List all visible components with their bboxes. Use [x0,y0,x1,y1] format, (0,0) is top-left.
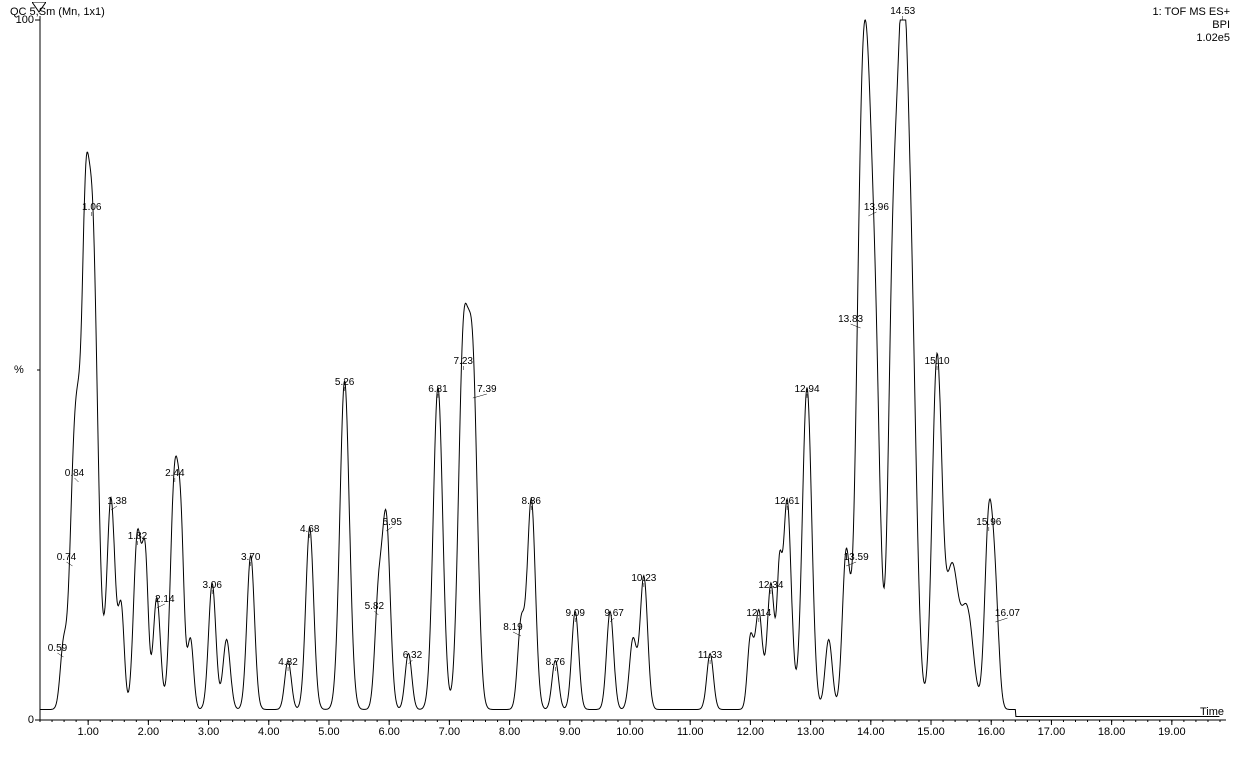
peak-label: 5.95 [382,517,401,528]
x-tick-label: 19.00 [1158,726,1186,738]
x-tick-label: 18.00 [1098,726,1126,738]
x-tick-label: 11.00 [677,726,704,738]
peak-label: 16.07 [995,608,1020,619]
peak-label: 6.81 [428,384,447,395]
peak-label: 12.14 [746,608,771,619]
peak-label: 3.06 [202,580,221,591]
peak-label: 8.76 [546,657,565,668]
trace-type: BPI [1152,19,1230,32]
peak-label: 4.32 [278,657,297,668]
peak-label: 7.39 [477,384,496,395]
x-tick-label: 6.00 [378,726,399,738]
x-tick-label: 8.00 [499,726,520,738]
x-tick-label: 1.00 [77,726,98,738]
peak-label: 15.96 [976,517,1001,528]
y-tick-label: 100 [8,14,34,26]
peak-label: 3.70 [241,552,260,563]
peak-label: 9.09 [565,608,584,619]
x-tick-label: 10.00 [616,726,644,738]
peak-label: 12.94 [794,384,819,395]
x-tick-label: 5.00 [318,726,339,738]
peak-label: 2.44 [165,468,184,479]
peak-label: 8.36 [522,496,541,507]
x-tick-label: 12.00 [737,726,765,738]
x-tick-label: 3.00 [198,726,219,738]
x-tick-label: 7.00 [439,726,460,738]
peak-label: 13.59 [844,552,869,563]
peak-label: 13.83 [838,314,863,325]
x-tick-label: 17.00 [1038,726,1066,738]
peak-label: 1.82 [128,531,147,542]
detector-info-label: 1: TOF MS ES+ BPI 1.02e5 [1152,6,1230,45]
y-axis-title: % [14,364,24,376]
y-tick-label: 0 [8,714,34,726]
x-tick-label: 15.00 [917,726,945,738]
peak-label: 2.14 [155,594,174,605]
peak-label: 15.10 [925,356,950,367]
peak-label: 5.26 [335,377,354,388]
peak-label: 9.67 [604,608,623,619]
peak-label: 12.61 [775,496,800,507]
chromatogram-plot [0,0,1240,768]
peak-label: 7.23 [454,356,473,367]
peak-label: 1.06 [82,202,101,213]
peak-label: 12.34 [758,580,783,591]
peak-label: 10.23 [631,573,656,584]
detector-mode: 1: TOF MS ES+ [1152,6,1230,19]
chromatogram-chart: QC 5,Sm (Mn, 1x1) 1: TOF MS ES+ BPI 1.02… [0,0,1240,768]
x-axis-title: Time [1200,706,1224,718]
peak-label: 1.38 [107,496,126,507]
peak-label: 0.84 [65,468,84,479]
marker-icon [32,2,46,14]
peak-label: 5.82 [365,601,384,612]
peak-label: 13.96 [864,202,889,213]
x-tick-label: 4.00 [258,726,279,738]
x-tick-label: 14.00 [857,726,885,738]
x-tick-label: 2.00 [138,726,159,738]
x-tick-label: 16.00 [977,726,1005,738]
peak-label: 8.19 [503,622,522,633]
peak-label: 6.32 [403,650,422,661]
x-tick-label: 13.00 [797,726,825,738]
peak-label: 0.59 [48,643,67,654]
intensity-scale: 1.02e5 [1152,32,1230,45]
peak-label: 0.74 [57,552,76,563]
peak-label: 11.33 [698,650,722,661]
x-tick-label: 9.00 [559,726,580,738]
peak-label: 14.53 [890,6,915,17]
peak-label: 4.68 [300,524,319,535]
